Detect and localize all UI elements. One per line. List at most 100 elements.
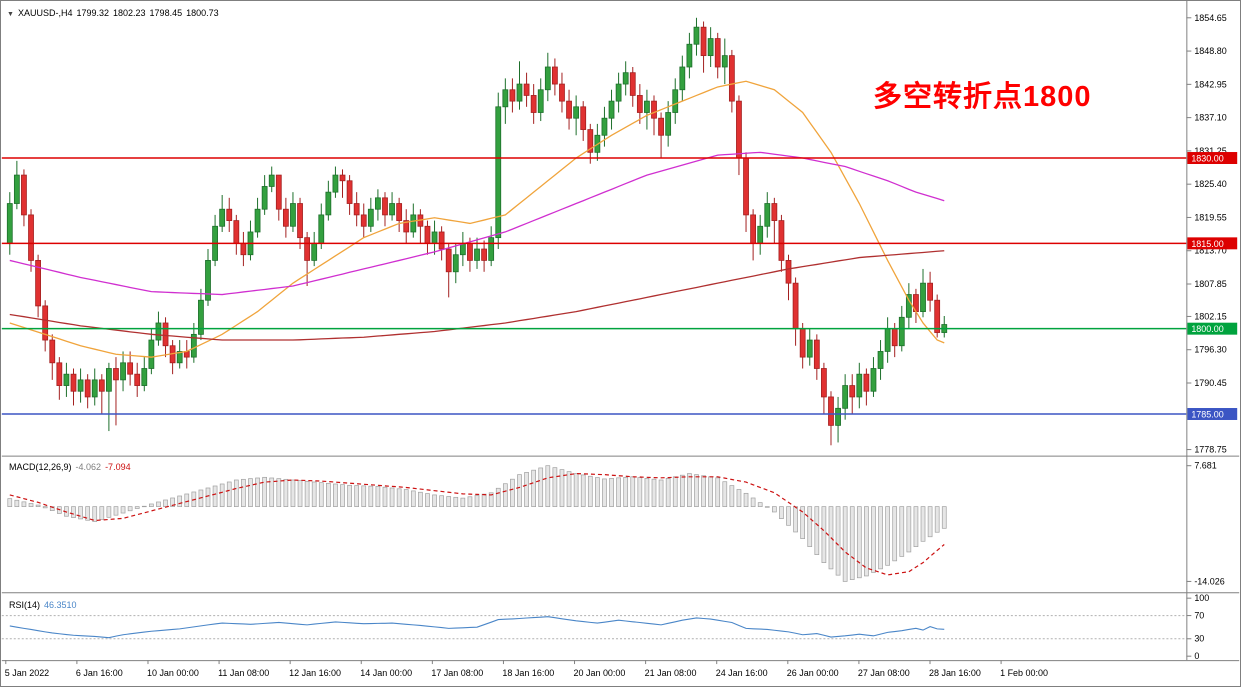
candle bbox=[268, 174, 275, 187]
ohlc-open: 1799.32 bbox=[76, 8, 109, 18]
macd-hist-bar bbox=[708, 476, 713, 507]
macd-hist-bar bbox=[630, 476, 636, 507]
candle bbox=[120, 362, 126, 381]
candle bbox=[544, 66, 551, 91]
candle bbox=[686, 43, 693, 68]
time-axis[interactable]: 5 Jan 2022 6 Jan 16:00 10 Jan 00:00 11 Jan … bbox=[5, 660, 1048, 678]
macd-name: MACD(12,26,9) bbox=[9, 462, 72, 472]
macd-hist-bar bbox=[375, 486, 381, 507]
macd-hist-bar bbox=[99, 506, 105, 520]
time-tick-label: 10 Jan 00:00 bbox=[147, 668, 199, 678]
price-tag-1800.00[interactable] bbox=[1187, 322, 1238, 335]
candle bbox=[870, 368, 877, 392]
time-tick-label: 27 Jan 08:00 bbox=[858, 668, 910, 678]
candle bbox=[467, 242, 473, 261]
panel-frame bbox=[1, 1, 1240, 662]
macd-hist-bar bbox=[262, 476, 267, 507]
candle bbox=[821, 368, 827, 398]
candle bbox=[49, 339, 56, 364]
candle bbox=[240, 242, 247, 256]
time-tick-label: 12 Jan 16:00 bbox=[289, 668, 341, 678]
candle bbox=[198, 299, 204, 335]
macd-hist-bar bbox=[368, 485, 374, 507]
collapse-triangle-icon[interactable]: ▼ bbox=[7, 11, 14, 18]
macd-hist-bar bbox=[566, 471, 572, 507]
candle bbox=[346, 180, 353, 204]
macd-hist-bar bbox=[651, 478, 657, 507]
rsi-panel[interactable]: 100 70 30 0 bbox=[1, 593, 1209, 661]
price-tick-label: 1837.10 bbox=[1194, 113, 1226, 123]
macd-hist-bar bbox=[28, 503, 34, 507]
price-tick-label: 1825.40 bbox=[1194, 179, 1226, 189]
candle bbox=[261, 186, 268, 210]
macd-main-value: -4.062 bbox=[75, 462, 102, 472]
candle bbox=[778, 220, 785, 261]
macd-hist-bar bbox=[715, 477, 721, 507]
candles-group[interactable] bbox=[6, 17, 948, 446]
macd-hist-bar bbox=[595, 477, 600, 507]
candle bbox=[636, 95, 643, 113]
macd-hist-bar bbox=[467, 496, 473, 507]
candle bbox=[28, 214, 34, 261]
macd-hist-bar bbox=[297, 480, 303, 507]
macd-hist-bar bbox=[134, 506, 140, 509]
macd-hist-bar bbox=[552, 467, 558, 507]
macd-hist-bar bbox=[779, 506, 784, 519]
macd-hist-bar bbox=[170, 497, 175, 507]
candle bbox=[587, 129, 594, 153]
candle bbox=[523, 83, 530, 96]
candle bbox=[106, 368, 112, 392]
macd-hist-bar bbox=[233, 479, 239, 507]
macd-hist-bar bbox=[927, 506, 933, 538]
macd-hist-bar bbox=[856, 506, 862, 579]
price-tag-1830.00[interactable] bbox=[1187, 152, 1238, 164]
rsi-name: RSI(14) bbox=[9, 600, 41, 610]
macd-hist-bar bbox=[432, 494, 437, 507]
macd-panel[interactable]: 7.681 -14.026 bbox=[7, 461, 1225, 587]
rsi-scale-label: 0 bbox=[1194, 651, 1199, 661]
rsi-scale-label: 70 bbox=[1194, 611, 1204, 621]
candle bbox=[764, 203, 771, 227]
rsi-value: 46.3510 bbox=[44, 600, 77, 610]
macd-hist-bar bbox=[906, 506, 912, 553]
rsi-line bbox=[9, 616, 945, 639]
price-tick-label: 1790.45 bbox=[1194, 378, 1226, 388]
candle bbox=[304, 237, 311, 261]
hlines-group[interactable] bbox=[1, 157, 1187, 415]
candle bbox=[849, 385, 856, 398]
candle bbox=[601, 117, 608, 136]
price-axis[interactable]: 1854.65 1848.80 1842.95 1837.10 1831.25 1825.… bbox=[1186, 13, 1238, 455]
price-tick-label: 1842.95 bbox=[1194, 79, 1226, 89]
price-tag-1815.00[interactable] bbox=[1187, 237, 1238, 250]
macd-hist-bar bbox=[842, 506, 848, 582]
candle bbox=[282, 208, 289, 227]
macd-hist-bar bbox=[885, 506, 890, 566]
candle bbox=[396, 203, 403, 221]
macd-hist-bar bbox=[545, 465, 551, 507]
macd-scale-label: -14.026 bbox=[1194, 576, 1224, 586]
macd-hist-bar bbox=[318, 482, 324, 507]
macd-hist-bar bbox=[658, 479, 664, 507]
macd-hist-bar bbox=[347, 484, 352, 507]
macd-hist-bar bbox=[42, 506, 48, 509]
macd-hist-bar bbox=[757, 502, 763, 507]
candle bbox=[693, 26, 700, 45]
macd-hist-bar bbox=[623, 476, 629, 507]
macd-hist-bar bbox=[78, 506, 83, 520]
macd-hist-bar bbox=[637, 477, 643, 507]
price-tag-1785.00[interactable] bbox=[1187, 408, 1238, 420]
macd-hist-bar bbox=[418, 491, 423, 507]
candle bbox=[905, 294, 912, 318]
candle bbox=[665, 112, 672, 136]
candle bbox=[629, 72, 636, 96]
candle bbox=[98, 379, 105, 392]
candle bbox=[148, 339, 155, 369]
candle bbox=[91, 379, 98, 398]
ohlc-close: 1800.73 bbox=[186, 8, 219, 18]
macd-hist-bar bbox=[474, 495, 480, 507]
macd-hist-bar bbox=[269, 477, 275, 507]
candle bbox=[495, 106, 502, 239]
price-tick-label: 1802.15 bbox=[1194, 311, 1226, 321]
macd-signal-line bbox=[9, 473, 945, 576]
